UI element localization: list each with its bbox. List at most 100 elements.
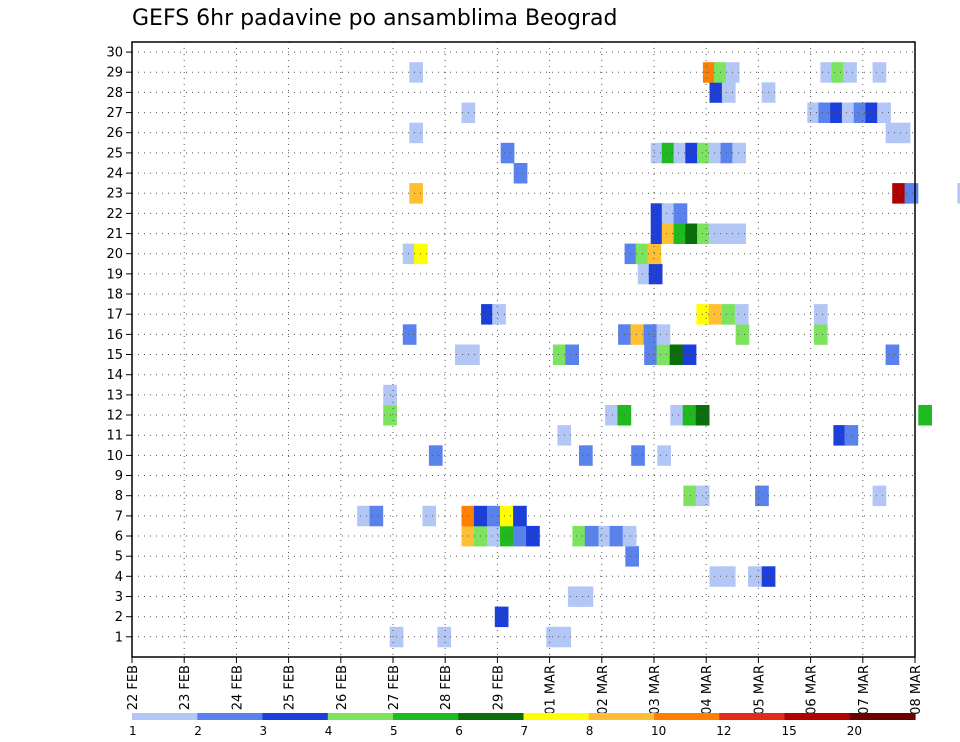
heatmap-cell [709,82,724,103]
legend-label: 15 [782,724,797,738]
heatmap-cell [732,142,746,164]
legend-swatch [784,713,851,720]
heatmap-cell [409,183,423,204]
heatmap-cell [492,304,506,325]
heatmap-cell [673,142,688,164]
x-tick-label: 27 FEB [387,665,402,710]
legend-label: 6 [455,724,463,738]
y-tick-label: 29 [106,66,123,81]
y-tick-label: 1 [115,630,123,645]
heatmap-cell [748,566,762,587]
legend-label: 5 [390,724,398,738]
heatmap-cell [656,344,671,365]
x-tick-label: 25 FEB [283,665,298,710]
x-tick-label: 03 MAR [648,665,663,715]
heatmap-cell [644,344,658,365]
heatmap-cell [669,344,684,365]
heatmap-cell [813,304,828,325]
y-tick-label: 20 [106,247,123,262]
heatmap-cell [697,223,711,244]
y-tick-label: 17 [106,308,123,323]
heatmap-cell [500,505,514,527]
heatmap-cell [872,62,887,83]
heatmap-cell [708,142,723,164]
heatmap-cell [843,62,857,83]
heatmap-cell [422,505,437,527]
heatmap-cell [579,586,594,607]
heatmap-cell [708,223,723,244]
y-axis: 1234567891011121314151617181920212223242… [106,46,132,645]
y-tick-label: 25 [106,146,123,161]
heatmap-cell [481,304,495,325]
plot-frame [131,41,916,658]
heatmap-cell [734,304,749,325]
heatmap-cell [682,405,697,426]
heatmap-cell [402,243,417,265]
x-tick-label: 22 FEB [126,665,141,710]
legend-swatch [588,713,655,720]
y-tick-label: 22 [106,207,123,222]
heatmap-cell [865,102,880,123]
legend-label: 4 [325,724,333,738]
heatmap-cell [625,546,639,567]
legend-label: 10 [651,724,666,738]
y-tick-label: 2 [115,610,123,625]
heatmap-cell [500,142,515,164]
legend-swatch [327,713,394,720]
y-tick-label: 10 [106,449,123,464]
heatmap-cell [820,62,835,83]
heatmap-cell [732,223,746,244]
heatmap-cell [896,122,911,144]
heatmap-cell [648,263,663,285]
y-tick-label: 21 [106,227,123,242]
chart-title: GEFS 6hr padavine po ansamblima Beograd [132,6,618,31]
legend-label: 1 [129,724,137,738]
heatmap-cell [631,445,645,466]
y-tick-label: 12 [106,409,123,424]
y-tick-label: 7 [115,509,123,524]
legend-swatch [458,713,525,720]
legend-label: 20 [847,724,862,738]
x-tick-label: 02 MAR [596,665,611,715]
heatmap-cell [526,525,540,547]
heatmap-cell [696,304,711,325]
x-tick-label: 28 FEB [439,665,454,710]
legend-swatch [393,713,459,720]
x-tick-label: 06 MAR [805,665,820,715]
x-tick-label: 26 FEB [335,665,350,710]
y-tick-label: 8 [115,489,123,504]
heatmap-cell [720,223,735,244]
x-tick-label: 29 FEB [491,665,506,710]
legend-label: 2 [194,724,202,738]
heatmap-cell [513,525,527,547]
heatmap-cell [661,142,676,164]
y-tick-label: 16 [106,328,123,343]
heatmap-cell [721,304,736,325]
heatmap-cell [622,525,637,547]
heatmap-cell [487,525,501,547]
heatmap-cell [918,405,932,426]
heatmap-cell [630,324,645,345]
grid-layer [132,42,915,657]
heatmap-cell [637,263,652,285]
y-tick-label: 19 [106,267,123,282]
y-tick-label: 27 [106,106,123,121]
heatmap-cell [831,62,846,83]
heatmap-cell [872,485,887,507]
heatmap-cell [402,324,417,345]
heatmap-cell [661,223,676,244]
cells-layer [357,62,960,648]
heatmap-cell [721,82,736,103]
heatmap-cell [892,183,906,204]
x-tick-label: 24 FEB [230,665,245,710]
heatmap-cell [643,324,658,345]
heatmap-cell [682,344,697,365]
heatmap-cell [428,445,443,466]
heatmap-cell [513,505,527,527]
y-tick-label: 13 [106,388,123,403]
heatmap-cell [673,223,688,244]
x-tick-label: 05 MAR [752,665,767,715]
heatmap-cell [818,102,833,123]
heatmap-cell [685,223,699,244]
